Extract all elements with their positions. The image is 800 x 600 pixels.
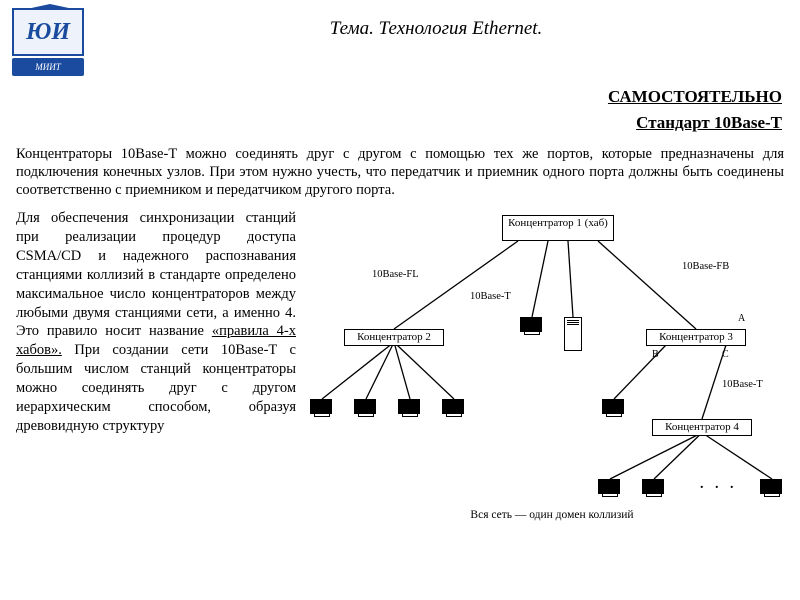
ellipsis: . . . [700,477,738,493]
page-title: Тема. Технология Ethernet. [84,8,788,40]
hub-3: Концентратор 3 [646,329,746,346]
logo: ЮИ МИИТ [12,8,84,76]
pc-c4-1-icon [642,479,666,501]
network-diagram: Концентратор 1 (хаб) Концентратор 2 Концен… [302,209,800,529]
port-label-c: C [722,349,729,360]
paragraph-rule: Для обеспечения синхронизации станций пр… [16,209,296,529]
edge-label-t-left: 10Base-T [470,291,511,302]
pc-c2-1-icon [354,399,378,421]
logo-sub: МИИТ [12,58,84,76]
subheading-self: САМОСТОЯТЕЛЬНО [0,84,782,110]
pc-c2-0-icon [310,399,334,421]
rule-text-pre: Для обеспечения синхронизации станций пр… [16,210,296,339]
pc-c3-0-icon [602,399,626,421]
pc-c2-3-icon [442,399,466,421]
server-icon [564,317,582,351]
hub-4: Концентратор 4 [652,419,752,436]
edge-label-t-right: 10Base-T [722,379,763,390]
logo-main: ЮИ [12,8,84,56]
paragraph-intro: Концентраторы 10Base-T можно соединять д… [0,141,800,209]
pc-c2-2-icon [398,399,422,421]
pc-top-icon [520,317,544,339]
pc-c4-2-icon [760,479,784,501]
edge-label-fb: 10Base-FB [682,261,729,272]
hub-2: Концентратор 2 [344,329,444,346]
hub-1: Концентратор 1 (хаб) [502,215,614,241]
pc-c4-0-icon [598,479,622,501]
port-label-b: B [652,349,659,360]
diagram-caption: Вся сеть — один домен коллизий [422,509,682,521]
edge-label-fl: 10Base-FL [372,269,419,280]
subheading-standard: Стандарт 10Base-T [0,110,782,136]
port-label-a: A [738,313,745,324]
